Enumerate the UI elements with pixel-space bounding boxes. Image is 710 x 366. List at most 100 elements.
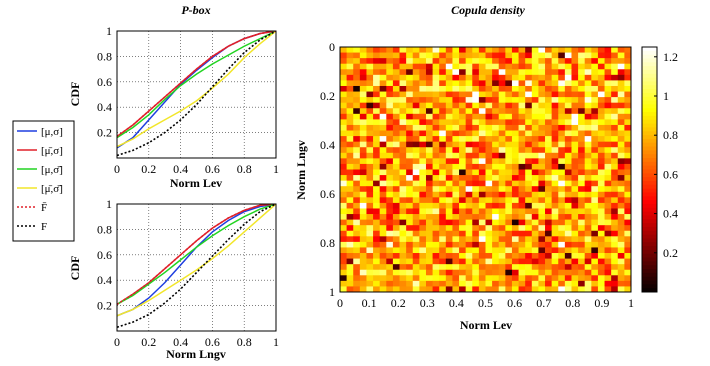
heatmap-cell [597, 241, 605, 248]
heatmap-cell [584, 113, 592, 120]
heatmap-cell [584, 202, 592, 209]
heatmap-cell [366, 219, 374, 226]
heatmap-cell [604, 102, 612, 109]
heatmap-cell [597, 275, 605, 282]
heatmap-cell [571, 253, 579, 259]
heatmap-cell [531, 241, 539, 248]
heatmap-cell [452, 136, 460, 143]
heatmap-cell [346, 69, 354, 76]
heatmap-cell [518, 175, 526, 182]
heatmap-cell [452, 152, 460, 159]
heatmap-cell [472, 253, 480, 259]
y-tick-label: 0.6 [97, 75, 112, 89]
legend-box [12, 120, 75, 242]
heatmap-cell [558, 85, 566, 92]
heatmap-cell [551, 219, 559, 226]
heatmap-cell [505, 286, 513, 293]
heatmap-cell [432, 80, 440, 87]
heatmap-cell [578, 280, 586, 287]
heatmap-cell [353, 130, 361, 137]
heatmap-cell [518, 58, 526, 65]
heatmap-cell [525, 124, 533, 131]
colorbar-step [642, 154, 657, 159]
heatmap-cell [558, 180, 566, 187]
heatmap-cell [611, 219, 619, 226]
x-tick-label: 0.2 [141, 335, 156, 349]
heatmap-cell [584, 169, 592, 176]
heatmap-cell [478, 69, 486, 76]
heatmap-cell [373, 186, 381, 193]
heatmap-cell [392, 219, 400, 226]
heatmap-cell [386, 214, 394, 221]
heatmap-cell [432, 258, 440, 265]
heatmap-cell [578, 202, 586, 209]
colorbar-step [642, 226, 657, 232]
heatmap-cell [505, 119, 513, 126]
heatmap-cell [571, 147, 579, 154]
x-tick-label: 0.8 [237, 162, 252, 176]
heatmap-cell [518, 74, 526, 81]
heatmap-cell [379, 152, 387, 159]
heatmap-cell [511, 230, 519, 237]
heatmap-cell [531, 202, 539, 209]
heatmap-cell [412, 63, 420, 70]
heatmap-cell [617, 63, 625, 70]
heatmap-cell [564, 180, 572, 187]
heatmap-cell [432, 269, 440, 276]
heatmap-cell [611, 152, 619, 159]
heatmap-cell [604, 191, 612, 198]
heatmap-cell [564, 97, 572, 104]
heatmap-cell [432, 275, 440, 282]
heatmap-cell [617, 102, 625, 109]
heatmap-cell [478, 214, 486, 221]
heatmap-cell [346, 247, 354, 254]
pbox-title: P-box [181, 3, 210, 17]
heatmap-cell [518, 186, 526, 193]
heatmap-cell [366, 191, 374, 198]
heatmap-cell [591, 269, 599, 276]
heatmap-cell [538, 186, 546, 193]
heatmap-cell [366, 91, 374, 98]
heatmap-cell [445, 63, 453, 70]
heatmap-cell [359, 264, 367, 271]
heatmap-cell [459, 52, 467, 59]
heatmap-cell [564, 58, 572, 65]
heatmap-cell [564, 47, 572, 53]
heatmap-cell [558, 163, 566, 170]
heatmap-cell [452, 214, 460, 221]
heatmap-cell [538, 219, 546, 226]
heatmap-cell [551, 286, 559, 293]
heatmap-cell [545, 219, 553, 226]
heatmap-cell [611, 147, 619, 154]
heatmap-cell [392, 63, 400, 70]
heatmap-cell [379, 208, 387, 215]
heatmap-cell [392, 225, 400, 232]
heatmap-cell [584, 147, 592, 154]
heatmap-cell [498, 97, 506, 104]
heatmap-cell [439, 80, 447, 87]
heatmap-cell [379, 280, 387, 287]
heatmap-cell [584, 63, 592, 70]
heatmap-cell [551, 163, 559, 170]
heatmap-cell [617, 186, 625, 193]
heatmap-cell [538, 147, 546, 154]
heatmap-cell [432, 69, 440, 76]
heatmap-cell [346, 102, 354, 109]
heatmap-cell [406, 214, 414, 221]
heatmap-cell [452, 58, 460, 65]
heatmap-cell [591, 58, 599, 65]
heatmap-cell [425, 169, 433, 176]
heatmap-cell [452, 236, 460, 243]
heatmap-cell [591, 136, 599, 143]
colorbar-step [642, 119, 657, 125]
heatmap-cell [439, 124, 447, 131]
heatmap-cell [624, 180, 632, 187]
heatmap-cell [492, 258, 500, 265]
heatmap-cell [571, 130, 579, 137]
heatmap-cell [525, 69, 533, 76]
heatmap-cell [379, 258, 387, 265]
heatmap-cell [353, 147, 361, 154]
heatmap-cell [584, 52, 592, 59]
heatmap-cell [492, 280, 500, 287]
heatmap-cell [366, 225, 374, 232]
